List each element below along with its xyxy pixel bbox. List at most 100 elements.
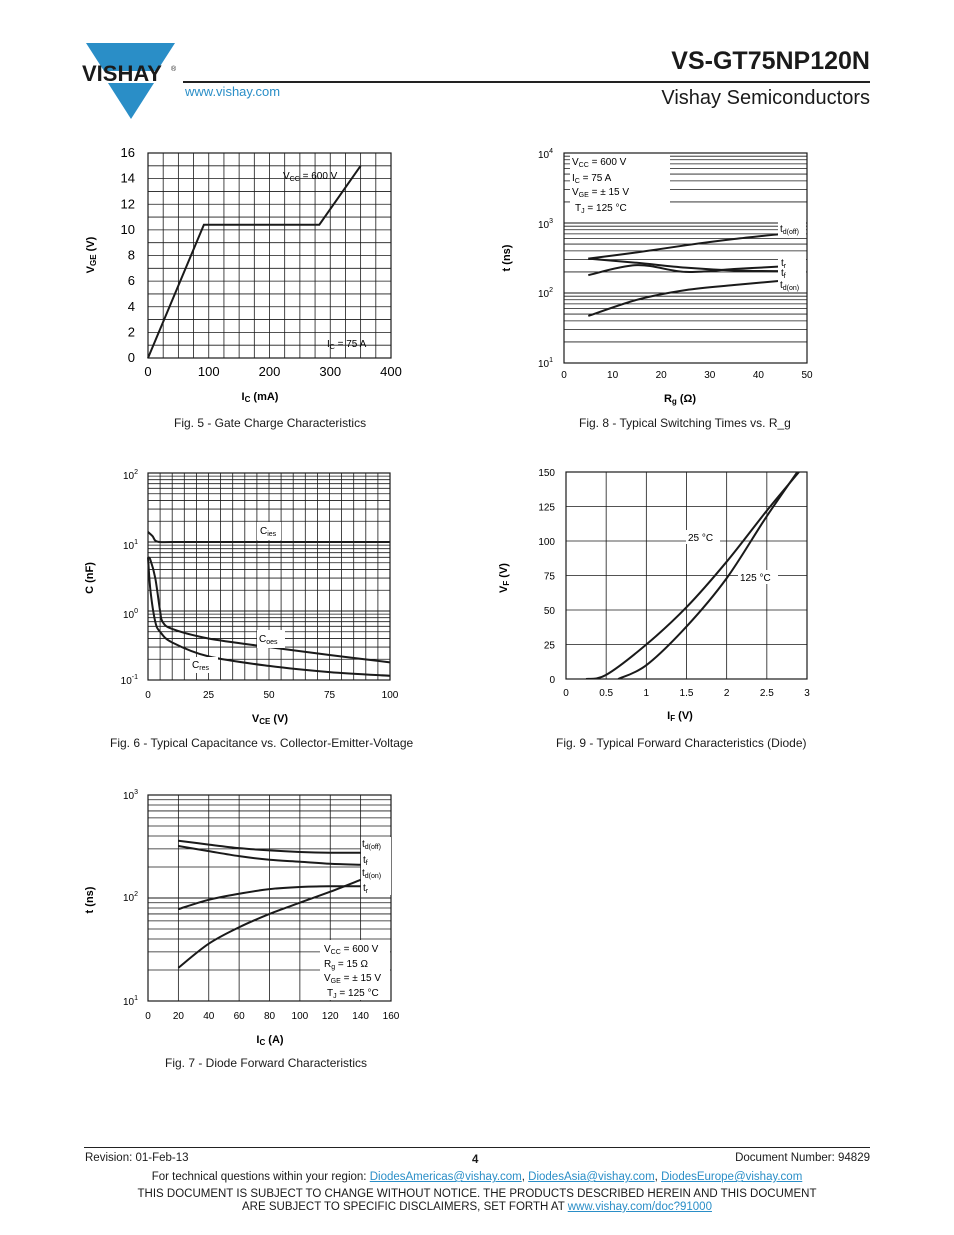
fig8-series-2: [588, 257, 783, 273]
svg-text:10-1: 10-1: [121, 674, 138, 687]
svg-text:TJ = 125 °C: TJ = 125 °C: [575, 203, 627, 215]
x-tick-label: 20: [173, 1011, 185, 1022]
logo-wordmark: VISHAY: [82, 61, 162, 86]
svg-text:100: 100: [123, 608, 138, 621]
fig8-xlabel: Rg (Ω): [664, 393, 696, 406]
fig7-xlabel: IC (A): [256, 1034, 284, 1047]
fig7-series-2: [178, 885, 361, 911]
email-europe-link[interactable]: DiodesEurope@vishay.com: [661, 1171, 803, 1183]
y-tick-label: 25: [544, 641, 556, 652]
x-tick-label: 10: [607, 370, 619, 381]
svg-text:103: 103: [538, 218, 553, 231]
fig7-series-labels: td(off) tf td(on) tr: [361, 837, 391, 895]
y-tick-label: 0: [128, 350, 135, 365]
x-tick-label: 20: [656, 370, 668, 381]
svg-text:103: 103: [123, 789, 138, 802]
x-tick-label: 0: [144, 364, 151, 379]
fig8-ylabel: t (ns): [501, 244, 513, 271]
footer-disclaimer-line1: THIS DOCUMENT IS SUBJECT TO CHANGE WITHO…: [137, 1188, 817, 1200]
svg-text:102: 102: [123, 469, 138, 482]
fig5-annot-ic: IC = 75 A: [327, 339, 367, 351]
fig5-series-line: [147, 165, 362, 359]
fig8-chart: 0 10 20 30 40 50 VCC = 600 V IC = 75 A VGE = …: [501, 140, 830, 410]
fig6-series-1: [147, 556, 391, 664]
part-number: VS-GT75NP120N: [671, 47, 870, 75]
fig6-chart: 0 25 50 75 100 10-1 100 101 102 Cies Coes Cr…: [80, 460, 410, 740]
x-tick-label: 1: [644, 688, 650, 699]
x-tick-label: 0: [145, 1011, 151, 1022]
x-tick-label: 25: [203, 690, 215, 701]
fig8-label-tf: tf: [781, 268, 786, 280]
fig8-label-tr: tr: [781, 258, 787, 270]
svg-text:104: 104: [538, 148, 553, 161]
fig9-caption: Fig. 9 - Typical Forward Characteristics…: [556, 736, 807, 750]
fig8-caption: Fig. 8 - Typical Switching Times vs. R_g: [579, 416, 791, 430]
x-tick-label: 400: [380, 364, 402, 379]
fig5-chart: 0 2 4 6 8 10 12 14 16 0 100 200 300 400 VCC = 600 V …: [80, 140, 410, 410]
x-tick-label: 0: [563, 688, 569, 699]
fig5-caption: Fig. 5 - Gate Charge Characteristics: [174, 416, 367, 430]
x-tick-label: 160: [383, 1011, 400, 1022]
fig6-caption: Fig. 6 - Typical Capacitance vs. Collect…: [110, 736, 414, 750]
fig6-xlabel: VCE (V): [252, 713, 289, 726]
svg-text:TJ = 125 °C: TJ = 125 °C: [327, 988, 379, 1000]
fig9-series-0: [585, 472, 800, 679]
footer-document-number: Document Number: 94829: [735, 1152, 870, 1164]
y-tick-label: 8: [128, 248, 135, 263]
email-asia-link[interactable]: DiodesAsia@vishay.com: [528, 1171, 655, 1183]
x-tick-label: 0: [561, 370, 567, 381]
fig9-chart: 0 25 50 75 100 125 150 0 0.5 1 1.5 2 2.5 3 25 °C 125…: [498, 460, 830, 740]
y-tick-label: 6: [128, 273, 135, 288]
y-tick-label: 16: [121, 145, 135, 160]
y-tick-label: 150: [538, 468, 555, 479]
svg-text:101: 101: [538, 357, 553, 370]
svg-text:tr: tr: [363, 883, 369, 895]
y-tick-label: 2: [128, 324, 135, 339]
svg-text:Rg = 15 Ω: Rg = 15 Ω: [324, 959, 368, 971]
x-tick-label: 200: [259, 364, 281, 379]
x-tick-label: 80: [264, 1011, 276, 1022]
x-tick-label: 140: [352, 1011, 369, 1022]
y-tick-label: 14: [121, 171, 135, 186]
fig7-series-0: [178, 839, 361, 854]
fig9-xlabel: IF (V): [667, 710, 693, 723]
fig9-label-125c: 125 °C: [740, 573, 771, 584]
svg-text:101: 101: [123, 539, 138, 552]
fig5-annot-vcc: VCC = 600 V: [283, 171, 338, 183]
fig5-grid: [148, 153, 391, 358]
y-tick-label: 100: [538, 537, 555, 548]
svg-text:102: 102: [123, 891, 138, 904]
header-rule: [183, 81, 870, 83]
x-tick-label: 2: [724, 688, 730, 699]
email-americas-link[interactable]: DiodesAmericas@vishay.com: [369, 1171, 522, 1183]
y-tick-label: 10: [121, 222, 135, 237]
y-tick-label: 50: [544, 606, 556, 617]
fig9-ylabel: VF (V): [498, 563, 511, 593]
disclaimer-link[interactable]: www.vishay.com/doc?91000: [567, 1201, 712, 1213]
x-tick-label: 60: [234, 1011, 246, 1022]
fig5-xlabel: IC (mA): [242, 391, 279, 404]
fig7-conditions: VCC = 600 V Rg = 15 Ω VGE = ± 15 V TJ = …: [320, 940, 390, 1000]
svg-text:tf: tf: [363, 855, 368, 867]
fig6-ylabel: C (nF): [84, 562, 96, 594]
footer-rule: [84, 1147, 870, 1148]
company-name: Vishay Semiconductors: [661, 87, 870, 109]
svg-text:101: 101: [123, 995, 138, 1008]
x-tick-label: 300: [319, 364, 341, 379]
vishay-logo: VISHAY ®: [72, 43, 182, 123]
x-tick-label: 0.5: [599, 688, 613, 699]
fig8-conditions: VCC = 600 V IC = 75 A VGE = ± 15 V TJ = …: [570, 155, 670, 215]
footer-page-number: 4: [472, 1154, 479, 1166]
fig7-chart: 0 20 40 60 80 100 120 140 160 101 102 103 td(off…: [80, 782, 410, 1052]
x-tick-label: 3: [804, 688, 810, 699]
fig8-series-0: [588, 232, 783, 260]
fig6-series-2: [147, 557, 391, 677]
x-tick-label: 120: [322, 1011, 339, 1022]
fig8-yticks: 101 102 103 104: [538, 148, 553, 370]
fig7-yticks: 101 102 103: [123, 789, 138, 1008]
x-tick-label: 0: [145, 690, 151, 701]
y-tick-label: 75: [544, 572, 556, 583]
x-tick-label: 100: [198, 364, 220, 379]
website-link[interactable]: www.vishay.com: [185, 84, 281, 99]
footer-contact-line: For technical questions within your regi…: [151, 1171, 803, 1183]
